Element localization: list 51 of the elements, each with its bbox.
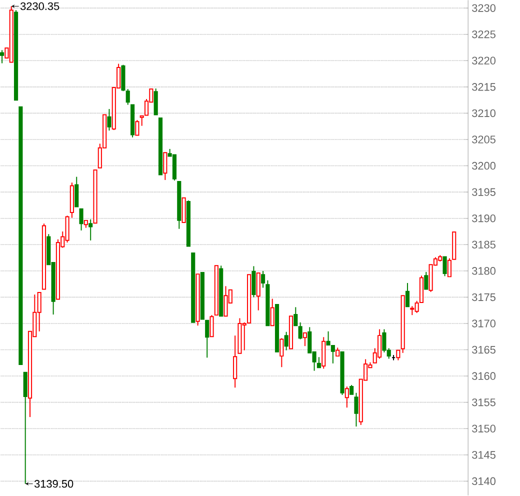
y-tick-label: 3175 (472, 294, 496, 302)
y-tick-label: 3195 (472, 188, 496, 196)
candlestick (298, 322, 302, 340)
candlestick (135, 120, 140, 136)
candlestick (294, 306, 298, 326)
y-tick-label: 3210 (472, 110, 496, 118)
y-tick-label: 3185 (472, 240, 496, 249)
candlestick (354, 392, 358, 428)
candlestick (344, 386, 349, 408)
candlestick (442, 256, 447, 277)
y-tick-label: 3145 (472, 451, 496, 459)
candlestick (424, 272, 428, 290)
y-tick-label: 3150 (472, 424, 496, 433)
y-tick-label: 3225 (472, 30, 496, 38)
y-tick-label: 3160 (472, 372, 496, 380)
candlestick (350, 384, 354, 396)
y-tick-label: 3205 (472, 136, 496, 144)
candlestick (233, 335, 238, 388)
annotation: 3139.50 (34, 480, 74, 488)
candlestick (107, 108, 112, 132)
candlestick (280, 338, 284, 368)
y-tick-label: 3170 (472, 320, 496, 328)
candlestick (405, 282, 410, 308)
candlestick (88, 219, 93, 242)
y-tick-label: 3215 (472, 83, 496, 92)
candlestick (396, 350, 400, 361)
y-tick-label: 3155 (472, 398, 496, 406)
annotation: 3230.35 (20, 2, 60, 10)
candlestick (74, 176, 79, 208)
candlestick (284, 332, 288, 351)
candlestick (260, 270, 266, 288)
candlestick (447, 258, 452, 278)
candlestick (256, 272, 260, 312)
candlestick (126, 88, 130, 106)
candlestick (79, 208, 84, 232)
y-tick-label: 3180 (472, 267, 496, 275)
candlestick (163, 152, 168, 181)
candlestick (270, 298, 274, 326)
y-tick-label: 3220 (472, 56, 496, 65)
candlestick (205, 320, 210, 358)
y-tick-label: 3230 (472, 4, 496, 12)
candlestick (252, 266, 256, 298)
y-tick-label: 3200 (472, 162, 496, 170)
y-tick-label: 3190 (472, 214, 496, 222)
y-tick-label: 3165 (472, 346, 496, 354)
candlestick (154, 88, 158, 116)
candlestick (302, 332, 308, 347)
candlestick (316, 356, 321, 368)
candlestick (0, 50, 4, 64)
y-tick-label: 3140 (472, 478, 496, 486)
candlestick (210, 314, 214, 338)
